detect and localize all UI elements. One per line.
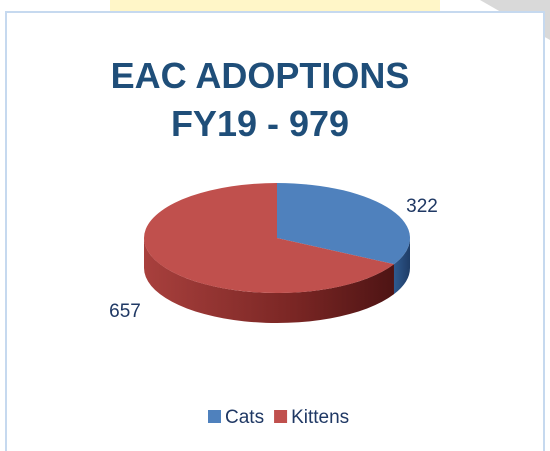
pie-slice [277,183,410,295]
slice-top [144,183,394,294]
data-label: 322 [406,196,438,217]
data-label: 657 [109,301,141,322]
legend-label: Cats [225,407,264,428]
chart-title: EAC ADOPTIONS FY19 - 979 [110,55,410,144]
pie-slice [144,183,394,323]
legend-label: Kittens [291,407,349,428]
legend-swatch [208,410,221,423]
slice-side [393,238,410,295]
legend-swatch [274,410,288,423]
slice-side [144,238,394,323]
top-highlight [110,0,440,12]
slice-top [277,183,410,265]
